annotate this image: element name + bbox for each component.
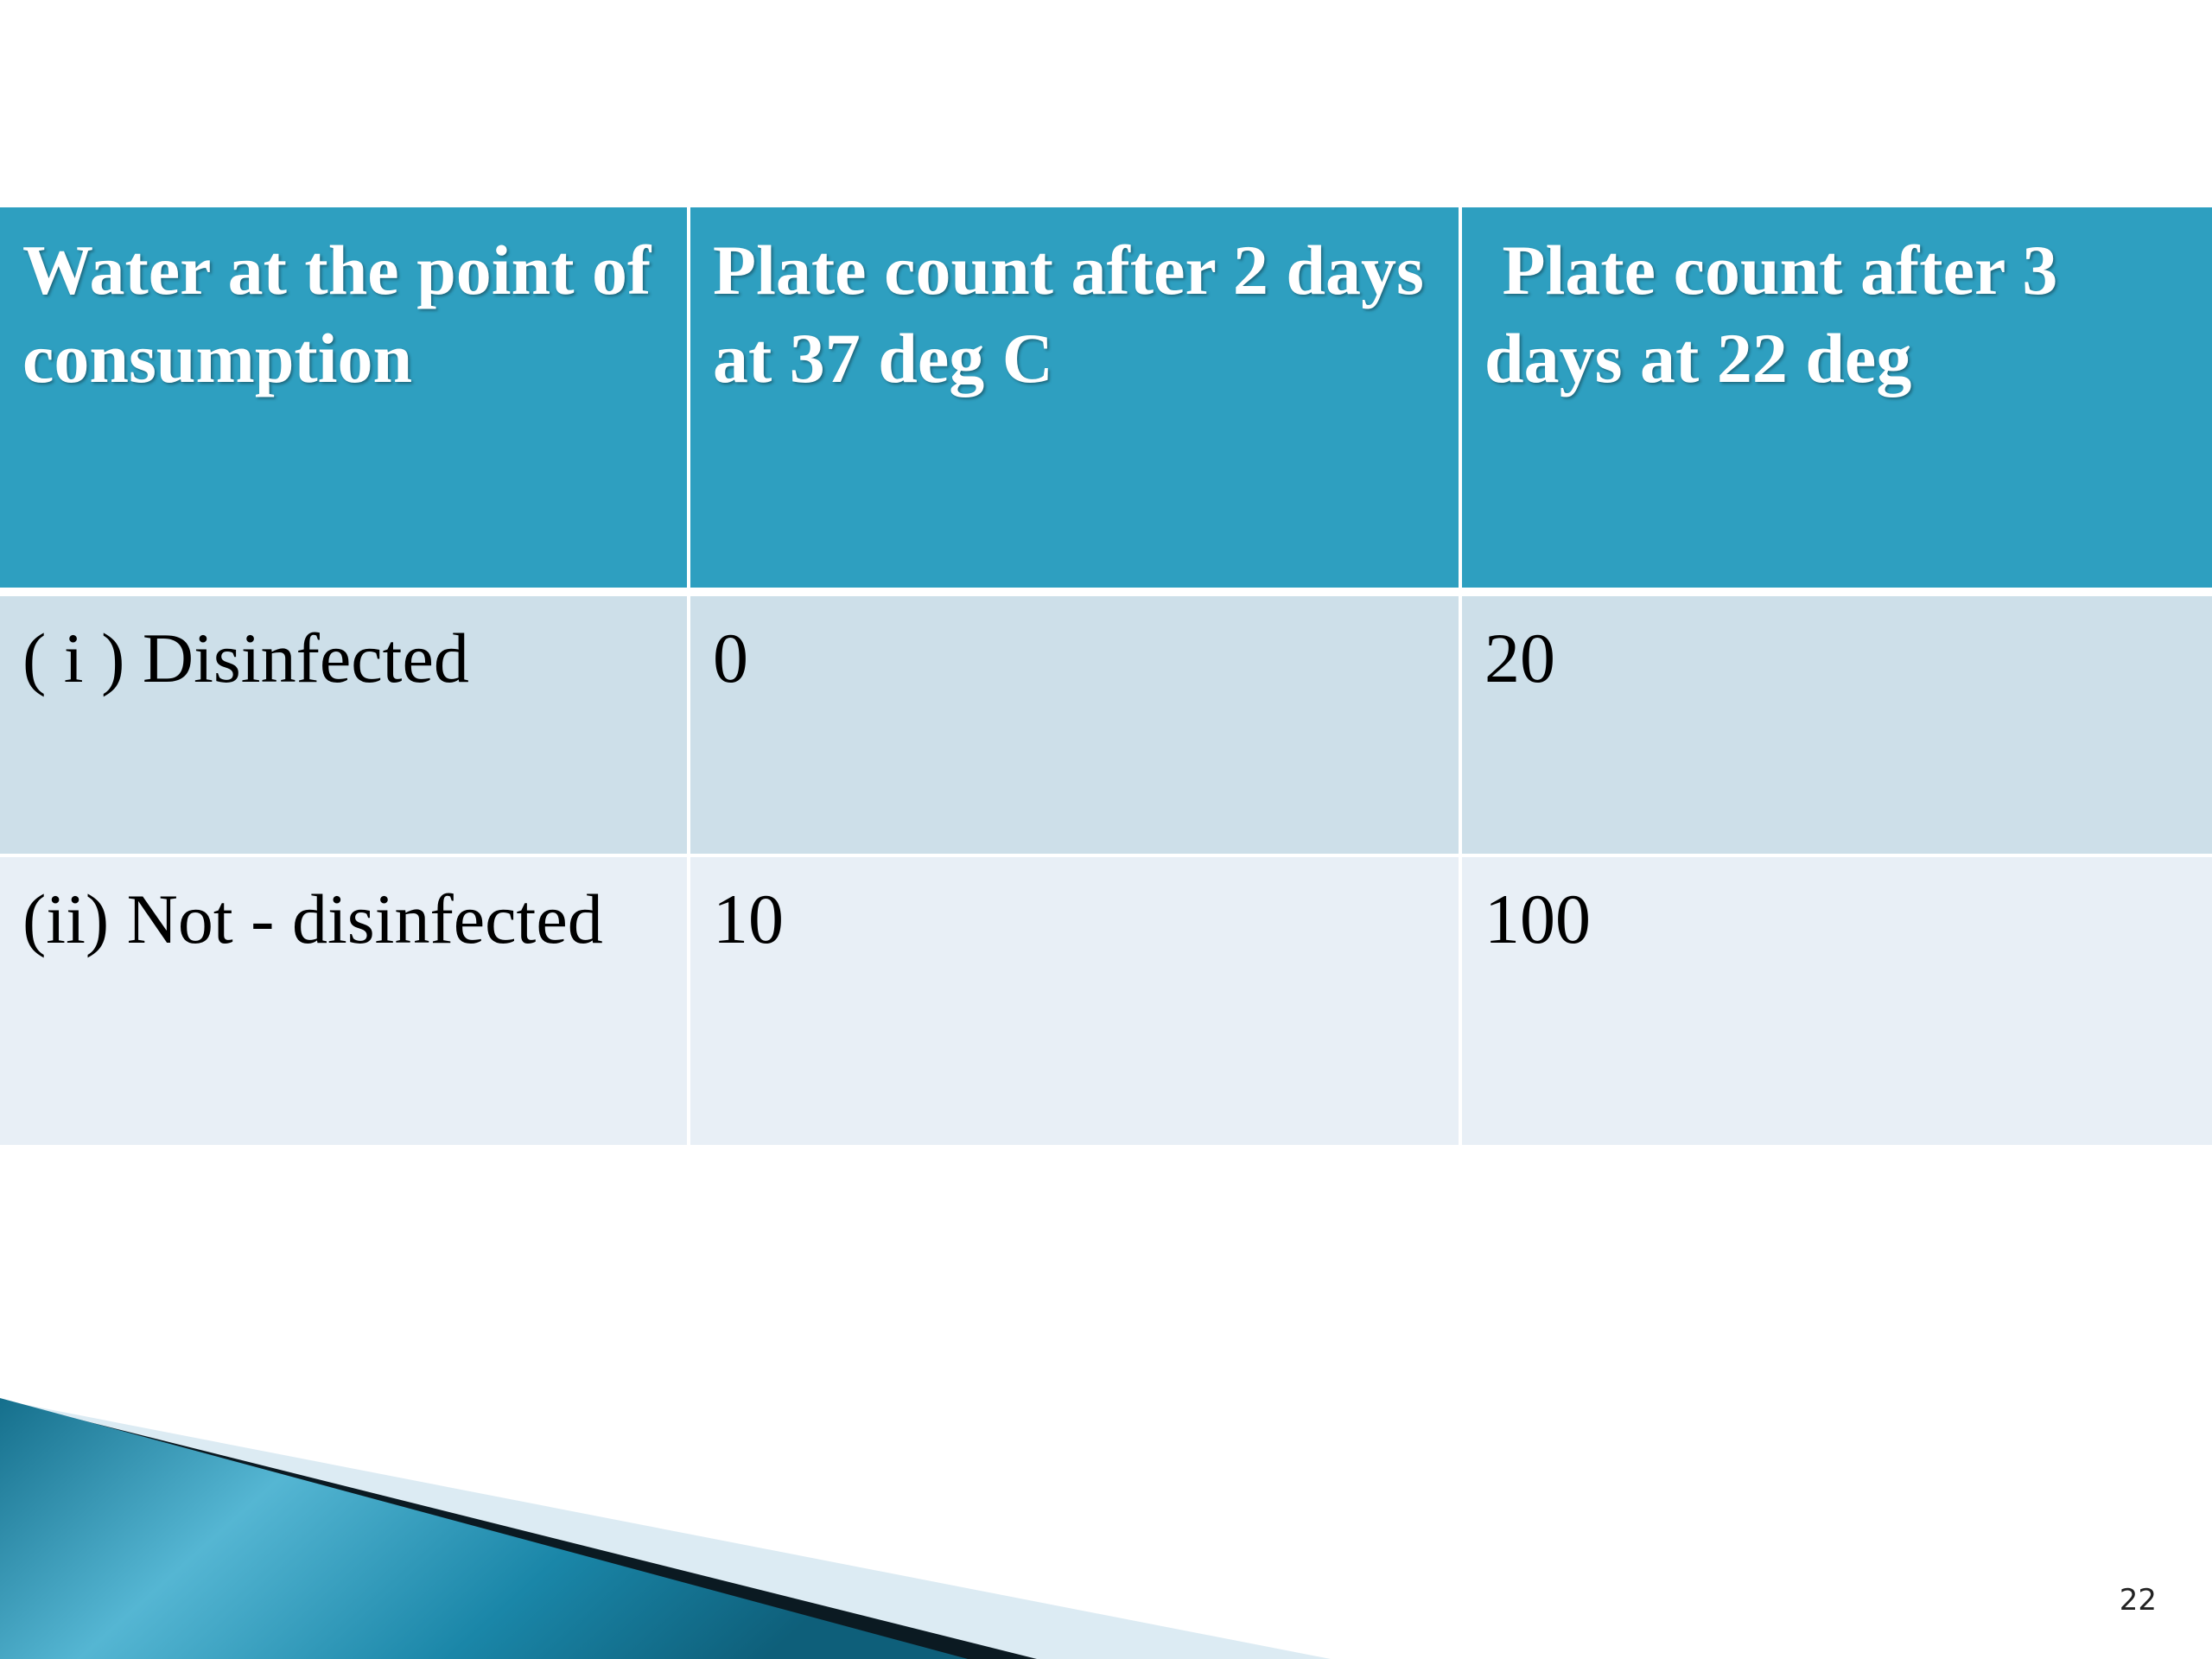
plate-count-table: Water at the point of consumption Plate … [0,207,2212,1145]
header-plate-count-37: Plate count after 2 days at 37 deg C [689,207,1462,596]
corner-swoosh-decoration [0,1398,1331,1659]
cell-row1-37deg: 0 [689,592,1462,857]
cell-row1-label: ( i ) Disinfected [0,592,690,857]
cell-row2-22deg: 100 [1460,855,2212,1145]
teal-swoosh [0,1398,968,1659]
cell-row1-22deg: 20 [1460,592,2212,857]
table-header-row: Water at the point of consumption Plate … [0,207,2212,596]
cell-row2-37deg: 10 [689,855,1462,1145]
table-row: ( i ) Disinfected 0 20 [0,592,2212,857]
table-row: (ii) Not - disinfected 10 100 [0,855,2212,1145]
header-water-point: Water at the point of consumption [0,207,690,596]
header-plate-count-22: Plate count after 3 days at 22 deg [1460,207,2212,596]
page-number: 22 [2119,1583,2157,1618]
cell-row2-label: (ii) Not - disinfected [0,855,690,1145]
